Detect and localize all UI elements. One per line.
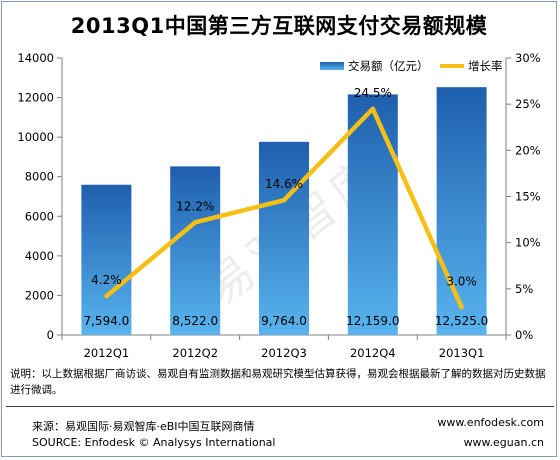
y-tick-label-right: 15% (515, 190, 541, 204)
bar (436, 87, 487, 335)
y-tick-label-right: 0% (515, 328, 533, 342)
url-enfodesk: www.enfodesk.com (437, 416, 544, 429)
legend-bar-label: 交易额（亿元） (348, 59, 429, 73)
bars (81, 87, 487, 335)
growth-value-label: 4.2% (91, 273, 122, 287)
growth-line-path (104, 106, 464, 310)
y-tick-label-right: 5% (515, 282, 533, 296)
data-labels: 7,594.0 8,522.0 9,764.0 12,159.0 12,525.0 4.2… (83, 86, 488, 328)
bar-value-label: 9,764.0 (261, 314, 307, 328)
x-tick-label: 2012Q2 (172, 346, 218, 360)
bar-value-label: 12,159.0 (346, 314, 399, 328)
y-tick-label-right: 10% (515, 236, 541, 250)
axes: 0 2000 4000 6000 8000 10000 12000 14000 0% 5% 10% 1… (17, 51, 540, 360)
x-tick-label: 2012Q3 (261, 346, 307, 360)
growth-value-label: 24.5% (354, 86, 392, 100)
chart-plot: 0 2000 4000 6000 8000 10000 12000 14000 0% 5% 10% 1… (17, 51, 540, 360)
bar-value-label: 7,594.0 (83, 314, 129, 328)
bar (81, 184, 132, 335)
y-tick-label-right: 30% (515, 51, 541, 65)
divider (6, 406, 554, 407)
legend-bar-swatch (320, 62, 344, 70)
y-tick-label-left: 14000 (17, 51, 54, 65)
growth-value-label: 12.2% (176, 199, 214, 213)
y-tick-label-right: 20% (515, 143, 541, 157)
legend: 交易额（亿元） 增长率 (320, 59, 503, 73)
chart-title: 2013Q1中国第三方互联网支付交易额规模 (70, 14, 488, 38)
y-tick-label-left: 6000 (25, 209, 54, 223)
legend-line-label: 增长率 (468, 59, 503, 73)
x-tick-label: 2013Q1 (439, 346, 485, 360)
bar (170, 166, 221, 335)
bar (259, 141, 309, 335)
x-tick-label: 2012Q4 (350, 346, 396, 360)
growth-line (104, 106, 464, 310)
y-tick-label-left: 12000 (17, 91, 54, 105)
bar-value-label: 8,522.0 (172, 314, 218, 328)
growth-value-label: 3.0% (446, 274, 477, 288)
bar-value-label: 12,525.0 (435, 314, 488, 328)
growth-value-label: 14.6% (265, 177, 303, 191)
y-tick-label-left: 10000 (17, 130, 54, 144)
y-tick-label-left: 4000 (25, 249, 54, 263)
x-tick-label: 2012Q1 (84, 346, 130, 360)
y-tick-label-left: 8000 (25, 170, 54, 184)
y-tick-label-left: 2000 (25, 288, 54, 302)
url-eguan: www.eguan.cn (463, 436, 544, 449)
y-tick-label-left: 0 (47, 328, 54, 342)
source-en: SOURCE: Enfodesk © Analysys Internationa… (32, 436, 276, 449)
footnote: 说明：以上数据根据厂商访谈、易观自有监测数据和易观研究模型估算获得，易观会根据最… (10, 368, 546, 396)
bar (347, 94, 398, 335)
source-cn: 来源：易观国际·易观智库·eBI中国互联网商情 (32, 420, 255, 433)
y-tick-label-right: 25% (515, 97, 541, 111)
